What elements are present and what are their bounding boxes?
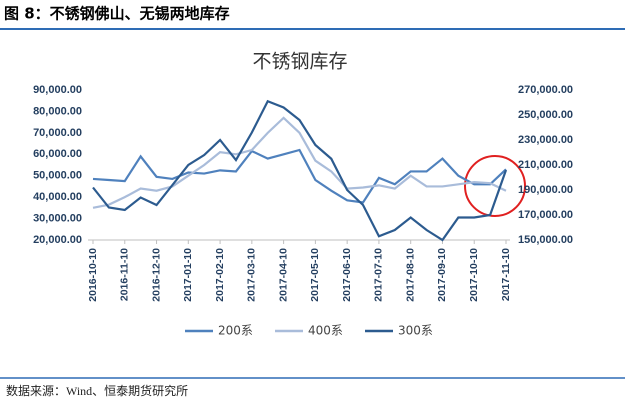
y-tick-label: 80,000.00 xyxy=(33,105,82,117)
x-tick-label: 2017-09-10 xyxy=(436,248,448,302)
legend-label: 400系 xyxy=(308,324,343,338)
x-tick-label: 2017-03-10 xyxy=(246,248,258,302)
chart-title: 不锈钢库存 xyxy=(252,51,347,73)
x-tick-label: 2017-05-10 xyxy=(309,248,321,302)
y-tick-label: 40,000.00 xyxy=(33,191,82,203)
x-tick-label: 2017-01-10 xyxy=(182,248,194,302)
legend-label: 300系 xyxy=(398,324,433,338)
x-tick-label: 2017-08-10 xyxy=(404,248,416,302)
x-tick-label: 2017-04-10 xyxy=(277,248,289,302)
x-tick-label: 2017-11-10 xyxy=(500,248,512,301)
figure-title: 图 8：不锈钢佛山、无锡两地库存 xyxy=(4,5,230,23)
y-tick-label: 30,000.00 xyxy=(33,212,82,224)
x-tick-label: 2017-10-10 xyxy=(468,248,480,302)
x-tick-label: 2016-11-10 xyxy=(119,248,131,301)
y2-tick-label: 210,000.00 xyxy=(518,159,573,171)
x-tick-label: 2016-12-10 xyxy=(150,248,162,302)
y-tick-label: 20,000.00 xyxy=(33,234,82,246)
x-tick-label: 2017-02-10 xyxy=(214,248,226,302)
y-tick-label: 50,000.00 xyxy=(33,170,82,182)
source-note: 数据来源：Wind、恒泰期货研究所 xyxy=(6,383,188,398)
x-tick-label: 2017-06-10 xyxy=(341,248,353,302)
y2-tick-label: 170,000.00 xyxy=(518,209,573,221)
series-line xyxy=(92,99,508,242)
y2-tick-label: 150,000.00 xyxy=(518,234,573,246)
y-tick-label: 90,000.00 xyxy=(33,84,82,96)
series-line xyxy=(92,116,507,209)
series-line xyxy=(92,148,507,204)
y2-tick-label: 270,000.00 xyxy=(518,84,573,96)
x-tick-label: 2016-10-10 xyxy=(87,248,99,302)
y2-tick-label: 190,000.00 xyxy=(518,184,573,196)
y-tick-label: 60,000.00 xyxy=(33,148,82,160)
y2-tick-label: 250,000.00 xyxy=(518,109,573,121)
legend-label: 200系 xyxy=(218,324,253,338)
y2-tick-label: 230,000.00 xyxy=(518,134,573,146)
x-tick-label: 2017-07-10 xyxy=(373,248,385,302)
y-tick-label: 70,000.00 xyxy=(33,127,82,139)
highlight-circle xyxy=(464,155,526,217)
